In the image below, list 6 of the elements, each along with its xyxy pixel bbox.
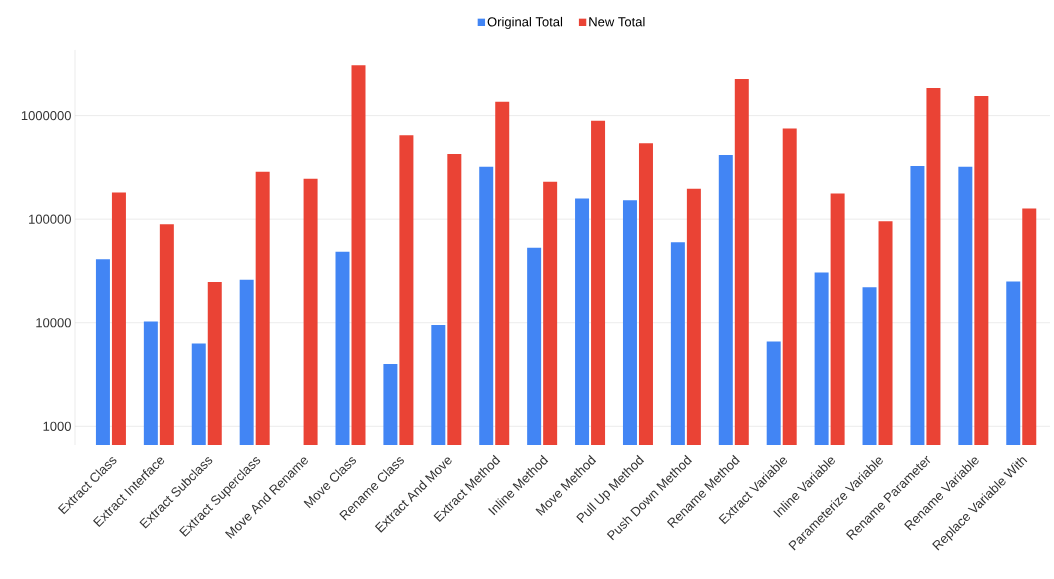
legend-label: New Total	[589, 16, 645, 27]
y-tick-label: 10000	[36, 318, 71, 328]
y-tick-label: 1000000	[21, 110, 71, 121]
legend-label: Original Total	[487, 16, 563, 30]
y-tick-label: 1000	[43, 421, 71, 431]
y-tick-label: 100000	[29, 214, 71, 224]
